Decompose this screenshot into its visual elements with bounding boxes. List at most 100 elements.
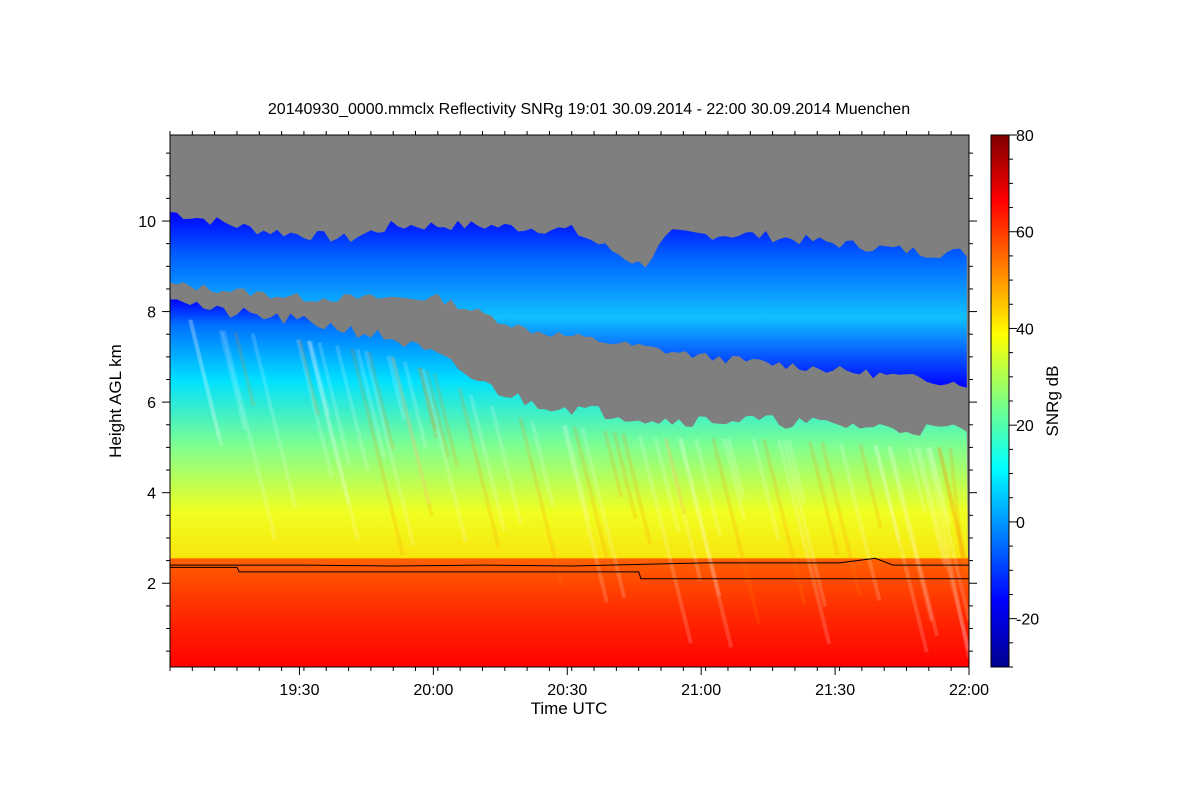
y-axis: 2 4 6 8 10 xyxy=(138,152,977,652)
fall-streak xyxy=(308,340,331,416)
colorbar-tick-label: -20 xyxy=(1016,612,1039,629)
fall-streak xyxy=(468,394,506,531)
fall-streak xyxy=(306,340,360,540)
fall-streak xyxy=(233,331,256,407)
boundary-line xyxy=(170,557,969,567)
fall-streak xyxy=(489,405,523,524)
fall-streak xyxy=(678,437,722,597)
fall-streak xyxy=(432,373,460,467)
fall-streak xyxy=(418,367,438,431)
fall-streak xyxy=(297,339,321,416)
boundary-lines xyxy=(170,557,969,580)
colorbar-tick-label: 20 xyxy=(1016,418,1034,435)
fall-streak xyxy=(807,440,840,556)
y-tick-label: 6 xyxy=(147,395,156,412)
x-tick-label: 21:00 xyxy=(681,682,721,699)
fall-streak xyxy=(612,431,638,520)
boundary-line xyxy=(170,566,969,580)
colorbar-label: SNRg dB xyxy=(1043,366,1062,437)
fall-streak xyxy=(948,447,969,621)
fall-streak xyxy=(561,424,609,603)
fall-streak xyxy=(295,338,334,478)
fall-streak xyxy=(367,351,396,450)
fall-streak xyxy=(916,446,969,652)
fall-streak xyxy=(722,437,747,520)
fall-streak xyxy=(602,430,624,498)
fall-streak xyxy=(925,447,969,659)
x-tick-label: 20:00 xyxy=(413,682,453,699)
colorbar-tick-label: 60 xyxy=(1016,225,1034,242)
fall-streak xyxy=(529,420,555,507)
colorbar-tick-label: 40 xyxy=(1016,321,1034,338)
fall-streak xyxy=(928,446,952,525)
fall-streak xyxy=(693,437,723,538)
fall-streak xyxy=(188,319,224,447)
fall-streak xyxy=(572,426,612,569)
fall-streak xyxy=(390,356,431,505)
fall-streak xyxy=(250,333,298,509)
fall-streak xyxy=(334,344,370,472)
fall-streaks xyxy=(187,319,969,659)
colorbar-ticks: -20 0 20 40 60 80 xyxy=(1009,128,1039,668)
fall-streak xyxy=(677,437,734,648)
y-tick-label: 2 xyxy=(147,576,156,593)
fall-streak xyxy=(187,319,222,439)
colorbar xyxy=(990,134,1010,668)
y-tick-label: 8 xyxy=(147,305,156,322)
near-surface-band xyxy=(170,558,969,667)
fall-streak xyxy=(386,355,407,421)
fall-streak xyxy=(906,446,927,514)
fall-streak xyxy=(637,434,693,644)
x-tick-label: 22:00 xyxy=(949,682,989,699)
fall-streak xyxy=(355,349,387,460)
colorbar-tick-label: 0 xyxy=(1016,515,1025,532)
y-tick-label: 10 xyxy=(138,214,156,231)
upper-cloud-layer xyxy=(170,212,967,388)
fall-streak xyxy=(873,444,901,542)
fall-streak xyxy=(363,350,416,547)
colorbar-tick-label: 80 xyxy=(1016,128,1034,145)
fall-streak xyxy=(306,340,351,504)
fall-streak xyxy=(888,445,939,637)
fall-streak xyxy=(937,446,969,586)
x-axis-label: Time UTC xyxy=(531,699,608,718)
fall-streak xyxy=(786,439,806,504)
fall-streak xyxy=(390,356,434,517)
fall-streak xyxy=(873,444,929,653)
fall-streak xyxy=(886,445,934,622)
fall-streak xyxy=(751,438,781,541)
fall-streak xyxy=(663,437,687,515)
fall-streak xyxy=(457,387,501,548)
fall-streak xyxy=(621,432,653,545)
fall-streak xyxy=(317,341,352,466)
fall-streak xyxy=(221,330,277,540)
fall-streak xyxy=(776,439,832,645)
fall-streak xyxy=(218,329,247,430)
fall-streak xyxy=(838,442,882,601)
fall-streak xyxy=(421,368,468,543)
y-tick-label: 4 xyxy=(147,486,156,503)
fall-streak xyxy=(913,446,948,568)
y-axis-label: Height AGL km xyxy=(106,344,125,458)
plot-area xyxy=(170,135,969,667)
fall-streak xyxy=(711,437,761,625)
fall-streak xyxy=(927,446,969,621)
plot-frame xyxy=(169,134,970,668)
x-tick-label: 19:30 xyxy=(279,682,319,699)
fall-streak xyxy=(580,427,627,599)
fall-streak xyxy=(858,443,883,529)
fall-streak xyxy=(653,437,681,533)
fall-streak xyxy=(350,348,405,556)
x-tick-label: 21:30 xyxy=(815,682,855,699)
fall-streak xyxy=(402,361,429,450)
fall-streak xyxy=(820,441,862,596)
fall-streak xyxy=(424,370,451,459)
fall-streak xyxy=(663,437,703,581)
x-tick-label: 20:30 xyxy=(547,682,587,699)
fall-streak xyxy=(761,438,807,607)
fall-streak xyxy=(416,366,439,439)
fall-streak xyxy=(936,446,969,575)
x-axis: 19:30 20:00 20:30 21:00 21:30 22:00 xyxy=(169,131,989,699)
fall-streak xyxy=(726,437,746,500)
